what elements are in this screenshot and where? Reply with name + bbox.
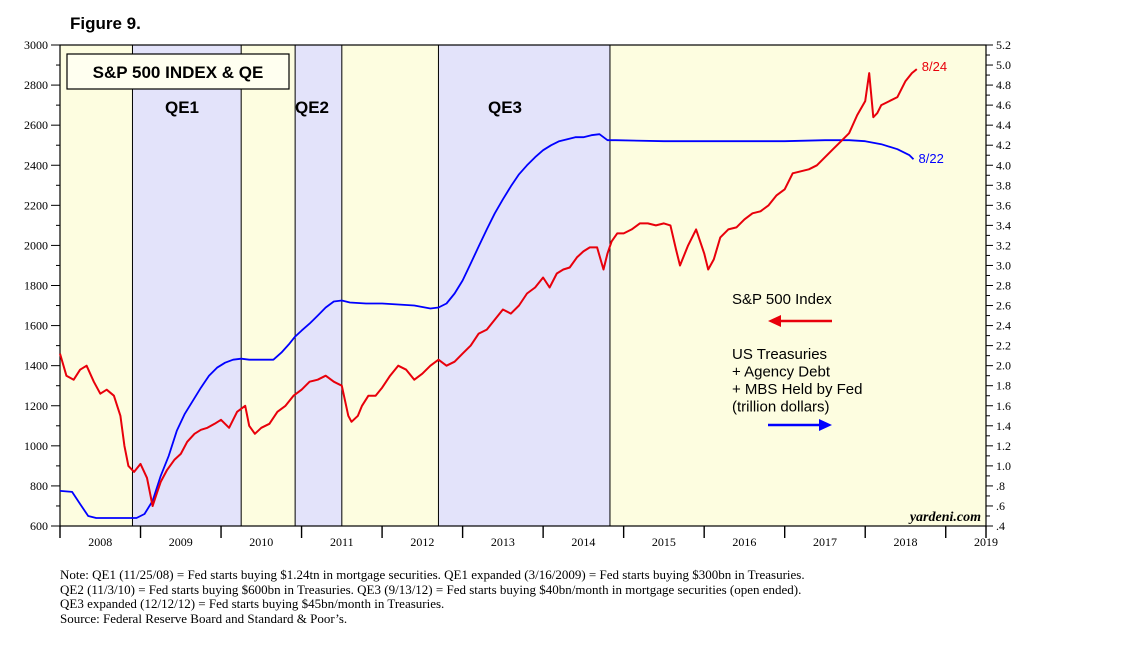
right-axis-tick-label: .8 xyxy=(996,479,1005,493)
x-axis-tick-label: 2009 xyxy=(169,535,193,549)
footnotes: Note: QE1 (11/25/08) = Fed starts buying… xyxy=(60,567,1120,626)
right-axis-tick-label: .6 xyxy=(996,499,1005,513)
right-axis-tick-label: 3.6 xyxy=(996,198,1011,212)
x-axis-tick-label: 2015 xyxy=(652,535,676,549)
fed-holdings-line xyxy=(59,133,915,519)
qe-band-qe2 xyxy=(295,45,342,526)
left-axis-tick-label: 800 xyxy=(30,479,48,493)
x-axis-tick-label: 2013 xyxy=(491,535,515,549)
title-box xyxy=(66,53,290,90)
left-axis-tick-label: 1400 xyxy=(24,359,48,373)
x-axis-tick-label: 2014 xyxy=(571,535,595,549)
left-axis-tick-label: 1000 xyxy=(24,439,48,453)
fed-legend-line: (trillion dollars) xyxy=(732,399,830,416)
note-line: QE2 (11/3/10) = Fed starts buying $600bn… xyxy=(60,581,802,597)
x-axis-tick-label: 2019 xyxy=(974,535,998,549)
left-axis-tick-label: 2200 xyxy=(24,198,48,212)
sp500-legend-arrow-left xyxy=(768,315,781,327)
qe-label: QE3 xyxy=(488,98,522,117)
x-axis-tick-label: 2010 xyxy=(249,535,273,549)
right-axis-tick-label: 4.6 xyxy=(996,98,1011,112)
right-axis-tick-label: 3.0 xyxy=(996,258,1011,272)
right-axis-tick-label: .4 xyxy=(996,519,1005,533)
left-axis-tick-label: 2600 xyxy=(24,118,48,132)
fed-legend-line: + MBS Held by Fed xyxy=(732,381,862,398)
qe-band-qe3 xyxy=(438,45,610,526)
chart-title: S&P 500 INDEX & QE xyxy=(93,63,264,82)
x-axis-tick-label: 2011 xyxy=(330,535,354,549)
figure-label: Figure 9. xyxy=(70,14,141,33)
right-axis-tick-label: 1.2 xyxy=(996,439,1011,453)
sp500-legend-label: S&P 500 Index xyxy=(732,291,832,308)
sp500-line xyxy=(59,68,918,507)
watermark: yardeni.com xyxy=(908,510,981,525)
left-axis-tick-label: 2800 xyxy=(24,78,48,92)
left-axis-tick-label: 3000 xyxy=(24,38,48,52)
right-axis-tick-label: 3.8 xyxy=(996,178,1011,192)
left-axis-tick-label: 1600 xyxy=(24,319,48,333)
sp500-end-label: 8/24 xyxy=(922,59,947,74)
left-axis-tick-label: 1800 xyxy=(24,279,48,293)
x-axis-tick-label: 2016 xyxy=(732,535,756,549)
right-axis-tick-label: 5.2 xyxy=(996,38,1011,52)
right-axis-tick-label: 3.2 xyxy=(996,238,1011,252)
qe-label: QE2 xyxy=(295,98,329,117)
x-axis-tick-label: 2017 xyxy=(813,535,837,549)
qe-label: QE1 xyxy=(165,98,199,117)
qe-band-qe1 xyxy=(132,45,242,526)
right-axis-tick-label: 1.8 xyxy=(996,379,1011,393)
left-axis-tick-label: 600 xyxy=(30,519,48,533)
source-line: Source: Federal Reserve Board and Standa… xyxy=(60,610,348,626)
x-axis-tick-label: 2008 xyxy=(88,535,112,549)
right-axis-tick-label: 2.2 xyxy=(996,339,1011,353)
right-axis-tick-label: 3.4 xyxy=(996,218,1011,232)
right-axis-tick-label: 2.8 xyxy=(996,279,1011,293)
right-axis-tick-label: 2.0 xyxy=(996,359,1011,373)
x-axis-tick-label: 2012 xyxy=(410,535,434,549)
left-axis-tick-label: 2000 xyxy=(24,238,48,252)
fed-legend-arrow-right xyxy=(819,419,832,431)
right-axis-tick-label: 1.6 xyxy=(996,399,1011,413)
right-axis-tick-label: 1.0 xyxy=(996,459,1011,473)
x-axis-tick-label: 2018 xyxy=(893,535,917,549)
fed-legend-line: + Agency Debt xyxy=(732,364,831,381)
right-axis-tick-label: 4.4 xyxy=(996,118,1011,132)
right-axis-tick-label: 2.4 xyxy=(996,319,1011,333)
fed-end-label: 8/22 xyxy=(919,151,944,166)
left-axis-tick-label: 1200 xyxy=(24,399,48,413)
note-line: QE3 expanded (12/12/12) = Fed starts buy… xyxy=(60,596,445,611)
note-line: Note: QE1 (11/25/08) = Fed starts buying… xyxy=(60,567,805,582)
right-axis-tick-label: 2.6 xyxy=(996,299,1011,313)
right-axis-tick-label: 4.8 xyxy=(996,78,1011,92)
right-axis-tick-label: 4.2 xyxy=(996,138,1011,152)
right-axis-tick-label: 5.0 xyxy=(996,58,1011,72)
right-axis-tick-label: 1.4 xyxy=(996,419,1011,433)
left-axis-tick-label: 2400 xyxy=(24,158,48,172)
fed-legend-line: US Treasuries xyxy=(732,346,827,363)
right-axis-tick-label: 4.0 xyxy=(996,158,1011,172)
sp500-qe-chart: QE1 QE2 QE3 S&P 500 INDEX & QE 600 800 1000 120… xyxy=(24,38,1011,549)
